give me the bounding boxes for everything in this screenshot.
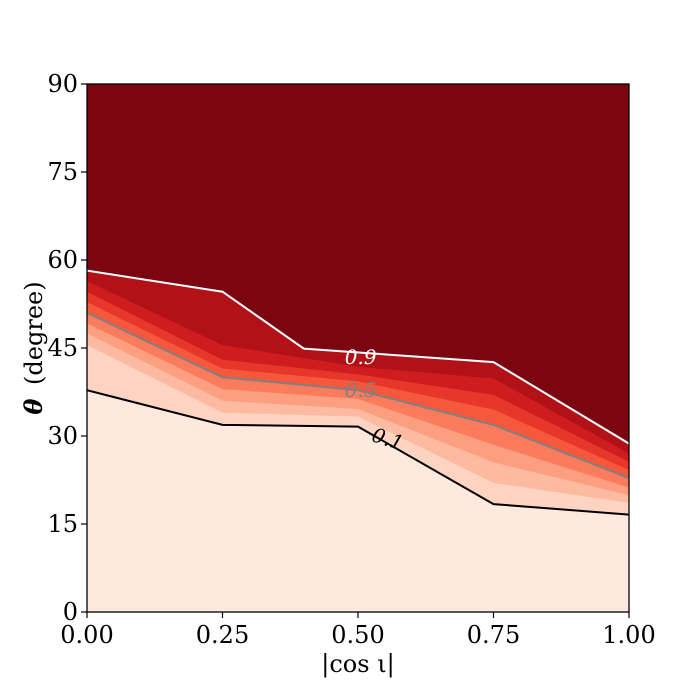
contour-line-0-9 [87, 269, 629, 445]
contour-bands [87, 84, 629, 515]
y-axis-label-symbol: θ [19, 399, 48, 415]
y-tick-label: 75 [47, 158, 78, 186]
y-tick-label: 30 [47, 422, 78, 450]
x-tick-label: 0.50 [331, 621, 384, 649]
y-tick-label: 0 [63, 598, 78, 626]
y-tick-label: 45 [47, 334, 78, 362]
y-tick-label: 90 [47, 70, 78, 98]
x-tick-label: 1.00 [602, 621, 655, 649]
x-tick-label: 0.00 [60, 621, 113, 649]
x-axis-label: |cos ι| [321, 650, 394, 679]
y-axis: 0 15 30 45 60 75 90 [47, 70, 87, 626]
y-axis-label: θ (degree) [19, 281, 48, 414]
y-tick-label: 15 [47, 510, 78, 538]
x-axis: 0.00 0.25 0.50 0.75 1.00 [60, 612, 656, 649]
contour-line-0-1 [87, 389, 629, 516]
y-axis-label-text: (degree) [20, 281, 48, 385]
y-tick-label: 60 [47, 246, 78, 274]
x-tick-label: 0.25 [196, 621, 249, 649]
contour-label-0-9: 0.9 [345, 345, 377, 369]
contour-band-0-9 [87, 84, 629, 444]
plot-area: 0.90.50.1 [87, 84, 629, 612]
x-tick-label: 0.75 [467, 621, 520, 649]
contour-line-0-5 [87, 311, 629, 480]
contour-lines [87, 269, 629, 516]
contour-label-0-5: 0.5 [345, 378, 377, 402]
